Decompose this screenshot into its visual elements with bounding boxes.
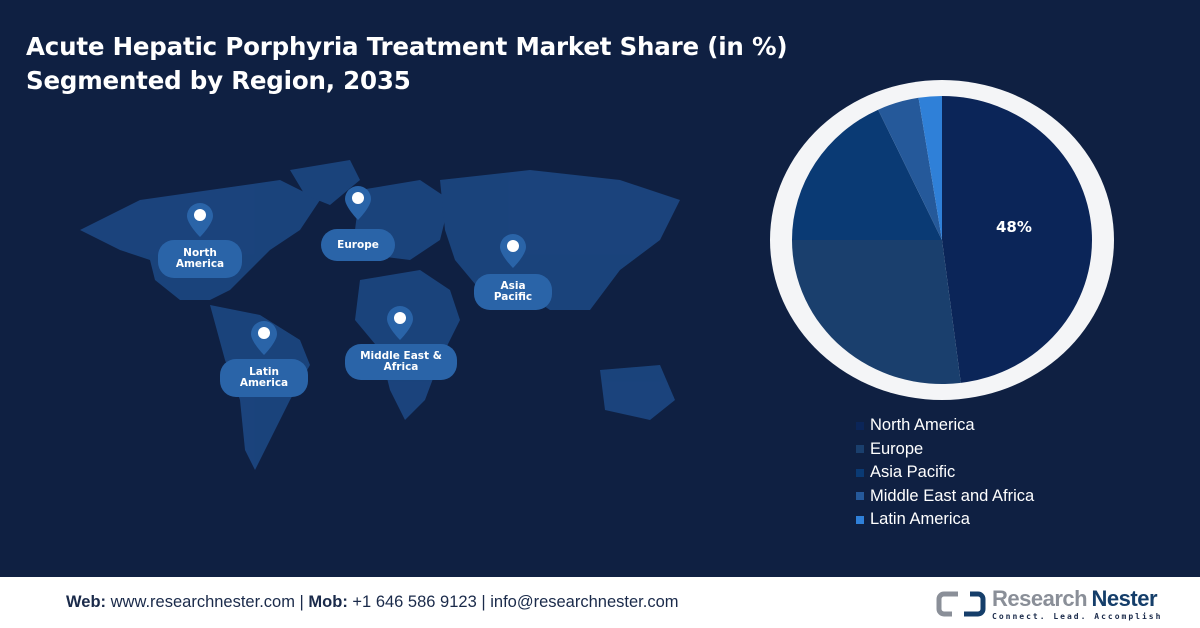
map-australia <box>600 365 675 420</box>
brand-research: Research <box>992 586 1088 611</box>
legend-swatch <box>856 421 864 430</box>
legend-item: Europe <box>856 438 1034 462</box>
north-america-pin-icon <box>187 203 213 237</box>
legend-label: North America <box>870 416 975 435</box>
legend-item: Latin America <box>856 508 1034 532</box>
latin-america-pin-icon <box>251 321 277 355</box>
contact-info: Web: www.researchnester.com | Mob: +1 64… <box>66 593 679 611</box>
web-label: Web: <box>66 593 107 611</box>
pie-slice-latin-america <box>918 96 942 240</box>
brand-nester: Nester <box>1091 586 1158 611</box>
map-greenland <box>290 160 360 205</box>
legend-label: Asia Pacific <box>870 463 956 482</box>
chart-title: Acute Hepatic Porphyria Treatment Market… <box>26 30 788 98</box>
map-label-middle-east-africa: Middle East & Africa <box>345 344 457 380</box>
europe-pin-icon <box>345 186 371 220</box>
legend-item: Middle East and Africa <box>856 485 1034 509</box>
pie-slice-asia-pacific <box>792 109 942 241</box>
map-label-asia-pacific: Asia Pacific <box>474 274 552 310</box>
world-map <box>80 160 680 470</box>
pie-chart <box>770 80 1114 400</box>
legend-swatch <box>856 492 864 501</box>
brand-tagline: Connect. Lead. Accomplish <box>992 612 1163 621</box>
logo-icon <box>936 591 986 616</box>
legend-label: Europe <box>870 439 924 458</box>
pie-slice-europe <box>792 240 961 384</box>
research-nester-logo: Research Nester Connect. Lead. Accomplis… <box>936 586 1162 621</box>
asia-pacific-pin-icon <box>500 234 526 268</box>
data-label-north-america: 48% <box>996 218 1032 236</box>
mob-label: Mob: <box>308 593 348 611</box>
legend-swatch <box>856 445 864 454</box>
legend-label: Middle East and Africa <box>870 486 1035 505</box>
middle-east-africa-pin-icon <box>387 306 413 340</box>
legend-swatch <box>856 515 864 524</box>
map-label-europe: Europe <box>321 229 395 261</box>
legend-item: North America <box>856 414 1034 438</box>
title-line-1: Acute Hepatic Porphyria Treatment Market… <box>26 32 788 61</box>
map-label-north-america: North America <box>158 240 242 278</box>
map-label-latin-america: Latin America <box>220 359 308 397</box>
footer: Web: www.researchnester.com | Mob: +1 64… <box>0 577 1200 628</box>
legend-swatch <box>856 468 864 477</box>
pie-slice-middle-east-and-africa <box>878 97 942 240</box>
phone-number: +1 646 586 9123 <box>352 593 477 611</box>
legend: North America Europe Asia Pacific Middle Ea… <box>856 414 1034 532</box>
title-line-2: Segmented by Region, 2035 <box>26 66 411 95</box>
legend-label: Latin America <box>870 510 970 529</box>
email-link[interactable]: info@researchnester.com <box>490 593 679 611</box>
pie-slice-north-america <box>942 96 1092 383</box>
web-link[interactable]: www.researchnester.com <box>110 593 295 611</box>
legend-item: Asia Pacific <box>856 461 1034 485</box>
